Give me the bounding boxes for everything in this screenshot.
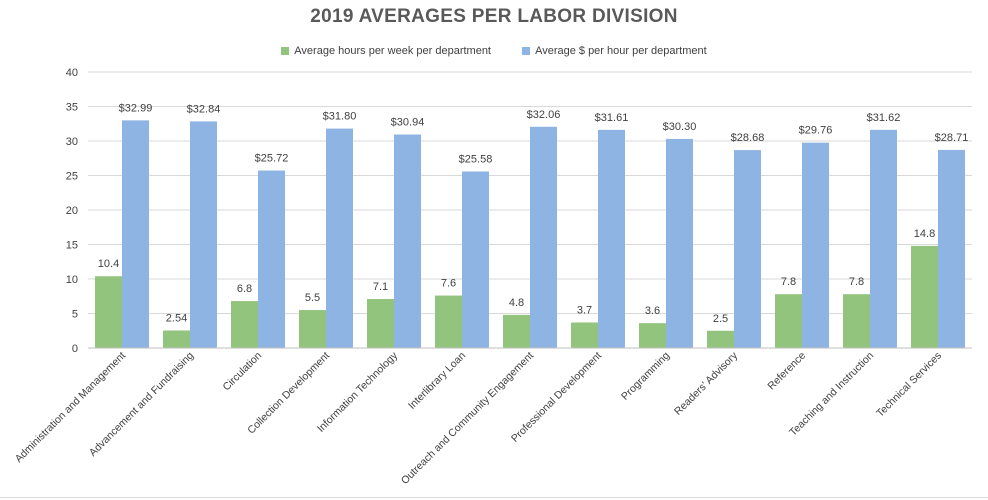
- bar-dollars: [394, 134, 421, 348]
- data-label-dollars: $25.72: [255, 153, 289, 165]
- x-tick-label: Readers' Advisory: [672, 349, 741, 418]
- bar-dollars: [870, 129, 897, 348]
- data-label-hours: 6.8: [237, 283, 252, 295]
- x-tick-label: Technical Services: [874, 350, 944, 420]
- bar-hours: [299, 310, 326, 348]
- y-tick-label: 20: [66, 205, 78, 217]
- y-tick-label: 10: [66, 274, 78, 286]
- bar-hours: [571, 322, 598, 348]
- data-label-dollars: $28.68: [731, 132, 765, 144]
- data-label-dollars: $28.71: [935, 132, 969, 144]
- data-label-dollars: $30.94: [391, 117, 425, 129]
- data-label-dollars: $30.30: [663, 121, 697, 133]
- y-tick-label: 0: [72, 343, 78, 355]
- bar-dollars: [802, 142, 829, 348]
- bar-dollars: [122, 120, 149, 348]
- y-tick-label: 15: [66, 240, 78, 252]
- bar-dollars: [666, 138, 693, 348]
- data-label-hours: 2.54: [166, 312, 187, 324]
- bar-hours: [707, 330, 734, 348]
- bar-hours: [163, 330, 190, 348]
- x-tick-label: Reference: [765, 350, 808, 393]
- legend-label-hours: Average hours per week per department: [294, 45, 491, 57]
- data-label-dollars: $31.61: [595, 112, 629, 124]
- bottom-rule: [0, 497, 988, 498]
- legend-swatch-hours: [281, 47, 290, 55]
- legend: Average hours per week per department Av…: [0, 45, 988, 58]
- y-tick-label: 35: [66, 102, 78, 114]
- data-label-hours: 10.4: [98, 258, 119, 270]
- data-label-hours: 7.8: [781, 276, 796, 288]
- legend-label-dollars: Average $ per hour per department: [535, 45, 707, 57]
- y-tick-label: 25: [66, 171, 78, 183]
- bar-hours: [95, 276, 122, 348]
- bar-hours: [911, 245, 938, 348]
- data-label-dollars: $32.99: [119, 102, 153, 114]
- data-label-dollars: $32.84: [187, 103, 221, 115]
- data-label-dollars: $25.58: [459, 153, 493, 165]
- data-label-dollars: $29.76: [799, 125, 833, 137]
- bar-hours: [231, 301, 258, 348]
- data-label-dollars: $31.62: [867, 112, 901, 124]
- data-label-hours: 4.8: [509, 297, 524, 309]
- data-label-dollars: $32.06: [527, 109, 561, 121]
- data-label-hours: 14.8: [914, 228, 935, 240]
- bar-dollars: [938, 149, 965, 348]
- bar-dollars: [462, 171, 489, 348]
- bar-hours: [367, 299, 394, 348]
- x-tick-label: Administration and Management: [13, 350, 128, 465]
- data-label-dollars: $31.80: [323, 111, 357, 123]
- bar-dollars: [598, 129, 625, 348]
- bar-hours: [435, 295, 462, 348]
- x-tick-label: Circulation: [221, 350, 265, 394]
- y-tick-label: 40: [66, 67, 78, 79]
- legend-swatch-dollars: [522, 47, 531, 55]
- bar-dollars: [530, 126, 557, 348]
- bar-dollars: [190, 121, 217, 349]
- y-tick-label: 30: [66, 136, 78, 148]
- data-label-hours: 7.8: [849, 276, 864, 288]
- legend-item-dollars: Average $ per hour per department: [522, 45, 707, 57]
- data-label-hours: 7.6: [441, 278, 456, 290]
- data-label-hours: 2.5: [713, 313, 728, 325]
- bar-hours: [775, 294, 802, 348]
- data-label-hours: 3.6: [645, 305, 660, 317]
- data-label-hours: 3.7: [577, 304, 592, 316]
- x-tick-label: Outreach and Community Engagement: [399, 350, 536, 487]
- y-tick-label: 5: [72, 309, 78, 321]
- data-label-hours: 7.1: [373, 281, 388, 293]
- bar-hours: [639, 323, 666, 348]
- chart-title: 2019 AVERAGES PER LABOR DIVISION: [310, 6, 678, 27]
- data-label-hours: 5.5: [305, 292, 320, 304]
- bar-dollars: [258, 170, 285, 348]
- x-tick-label: Programming: [619, 350, 672, 403]
- x-tick-label: Interlibrary Loan: [406, 350, 468, 412]
- bar-dollars: [734, 150, 761, 348]
- legend-item-hours: Average hours per week per department: [281, 45, 491, 57]
- bar-dollars: [326, 128, 353, 348]
- bar-hours: [503, 314, 530, 348]
- bar-hours: [843, 294, 870, 348]
